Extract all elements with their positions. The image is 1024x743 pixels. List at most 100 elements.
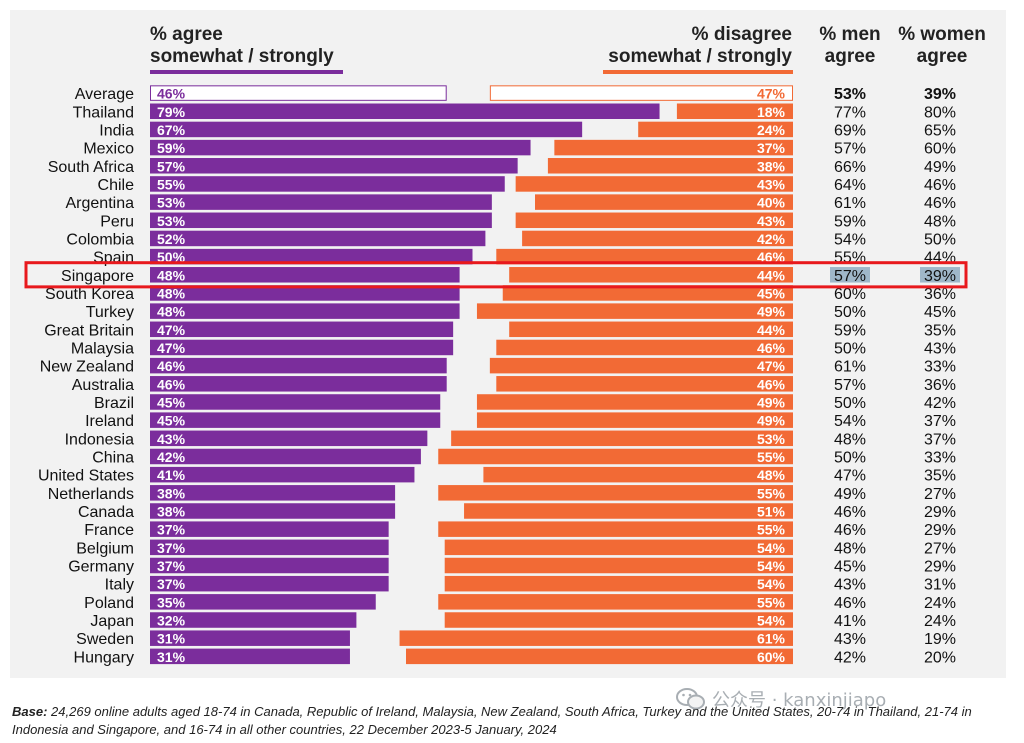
disagree-bar-australia: [496, 376, 793, 392]
women-agree-value-colombia: 50%: [924, 231, 956, 248]
agree-value-australia: 46%: [157, 376, 186, 392]
category-label-sweden: Sweden: [76, 631, 134, 648]
agree-bar-south-africa: [150, 158, 518, 174]
category-label-poland: Poland: [84, 595, 134, 612]
men-agree-value-thailand: 77%: [834, 104, 866, 121]
disagree-value-india: 24%: [757, 122, 786, 138]
category-label-germany: Germany: [68, 559, 134, 576]
category-label-hungary: Hungary: [74, 649, 134, 666]
agree-bar-colombia: [150, 230, 486, 247]
agree-bar-thailand: [150, 103, 660, 120]
men-agree-value-hungary: 42%: [834, 649, 866, 666]
disagree-bar-thailand: [676, 103, 793, 120]
agree-column-header: % agree somewhat / strongly: [150, 24, 334, 68]
category-label-ireland: Ireland: [85, 413, 134, 430]
disagree-bar-ireland: [476, 412, 793, 428]
disagree-header-underline: [603, 70, 793, 74]
disagree-value-colombia: 42%: [757, 231, 786, 247]
disagree-bar-poland: [438, 594, 793, 610]
category-label-turkey: Turkey: [86, 304, 134, 321]
disagree-bar-average: [489, 85, 793, 101]
men-agree-value-chile: 64%: [834, 177, 866, 194]
agree-bar-malaysia: [150, 339, 454, 356]
disagree-bar-netherlands: [438, 485, 793, 501]
agree-bar-india: [150, 121, 583, 138]
disagree-value-peru: 43%: [757, 213, 786, 229]
disagree-bar-great-britain: [509, 321, 793, 338]
men-agree-value-japan: 41%: [834, 613, 866, 630]
women-agree-value-singapore: 39%: [924, 268, 956, 285]
women-agree-value-south-korea: 36%: [924, 286, 956, 303]
disagree-bar-turkey: [476, 303, 793, 319]
women-header-line1: % women: [898, 24, 986, 45]
disagree-bar-south-korea: [502, 285, 793, 301]
disagree-bar-united-states: [483, 466, 793, 483]
men-agree-value-mexico: 57%: [834, 141, 866, 158]
women-agree-value-south-africa: 49%: [924, 159, 956, 176]
agree-value-poland: 35%: [157, 594, 186, 610]
agree-value-india: 67%: [157, 122, 186, 138]
women-agree-value-average: 39%: [924, 86, 956, 103]
disagree-bar-singapore: [509, 267, 793, 283]
disagree-bar-sweden: [399, 630, 793, 646]
agree-header-underline: [150, 70, 343, 74]
agree-value-average: 46%: [157, 86, 186, 102]
disagree-value-sweden: 61%: [757, 631, 786, 647]
agree-value-japan: 32%: [157, 613, 186, 629]
agree-bar-south-korea: [150, 285, 460, 301]
women-agree-value-poland: 24%: [924, 595, 956, 612]
disagree-bar-new-zealand: [489, 357, 793, 374]
men-agree-value-turkey: 50%: [834, 304, 866, 321]
men-agree-value-india: 69%: [834, 122, 866, 139]
agree-bar-australia: [150, 376, 447, 392]
agree-bar-italy: [150, 575, 389, 592]
category-label-united-states: United States: [38, 468, 134, 485]
disagree-value-chile: 43%: [757, 176, 786, 192]
disagree-bar-hungary: [406, 648, 793, 665]
disagree-value-singapore: 44%: [757, 267, 786, 283]
disagree-bar-china: [438, 448, 793, 465]
agree-bar-ireland: [150, 412, 441, 428]
disagree-value-australia: 46%: [757, 376, 786, 392]
agree-value-great-britain: 47%: [157, 322, 186, 338]
disagree-value-germany: 54%: [757, 558, 786, 574]
men-agree-value-belgium: 48%: [834, 540, 866, 557]
disagree-bar-belgium: [444, 539, 793, 556]
disagree-value-japan: 54%: [757, 613, 786, 629]
category-label-south-korea: South Korea: [45, 286, 134, 303]
women-agree-value-netherlands: 27%: [924, 486, 956, 503]
agree-bar-average: [150, 85, 447, 101]
disagree-bar-brazil: [476, 394, 793, 410]
disagree-bar-south-africa: [547, 158, 793, 174]
agree-value-france: 37%: [157, 522, 186, 538]
women-agree-value-indonesia: 37%: [924, 431, 956, 448]
men-agree-value-australia: 57%: [834, 377, 866, 394]
agree-value-south-korea: 48%: [157, 285, 186, 301]
agree-bar-spain: [150, 248, 473, 265]
agree-bar-canada: [150, 503, 396, 519]
disagree-value-italy: 54%: [757, 576, 786, 592]
women-agree-value-mexico: 60%: [924, 141, 956, 158]
women-agree-value-brazil: 42%: [924, 395, 956, 412]
agree-value-peru: 53%: [157, 213, 186, 229]
category-label-argentina: Argentina: [66, 195, 135, 212]
women-agree-value-france: 29%: [924, 522, 956, 539]
women-agree-value-great-britain: 35%: [924, 322, 956, 339]
men-agree-value-netherlands: 49%: [834, 486, 866, 503]
disagree-bar-italy: [444, 575, 793, 592]
men-agree-value-united-states: 47%: [834, 468, 866, 485]
category-label-france: France: [84, 522, 134, 539]
disagree-value-indonesia: 53%: [757, 431, 786, 447]
men-agree-value-brazil: 50%: [834, 395, 866, 412]
category-label-great-britain: Great Britain: [44, 322, 134, 339]
category-label-indonesia: Indonesia: [65, 431, 134, 448]
category-label-malaysia: Malaysia: [71, 340, 134, 357]
agree-bar-indonesia: [150, 430, 428, 447]
category-label-colombia: Colombia: [66, 231, 134, 248]
agree-bar-mexico: [150, 139, 531, 156]
disagree-value-thailand: 18%: [757, 104, 786, 120]
women-agree-value-ireland: 37%: [924, 413, 956, 430]
disagree-value-poland: 55%: [757, 594, 786, 610]
base-footnote: Base: 24,269 online adults aged 18-74 in…: [12, 703, 1002, 739]
